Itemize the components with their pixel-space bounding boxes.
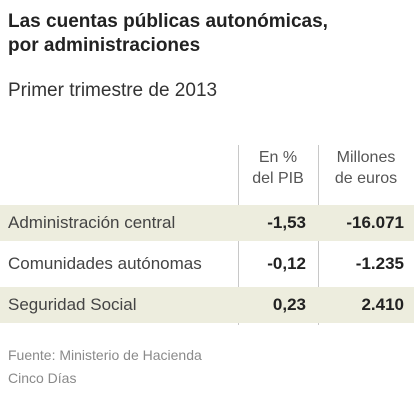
column-header-pct-pib: En % del PIB bbox=[238, 147, 318, 189]
table-row-comunidades-autonomas: Comunidades autónomas -0,12 -1.235 bbox=[0, 246, 414, 282]
column-header-millones-euros-line-2: de euros bbox=[334, 170, 398, 187]
title-line-1: Las cuentas públicas autonómicas, bbox=[8, 11, 328, 32]
publisher-credit: Cinco Días bbox=[8, 370, 77, 386]
cell-millones-euros: -16.071 bbox=[346, 213, 404, 232]
chart-title: Las cuentas públicas autonómicas, por ad… bbox=[8, 10, 408, 58]
column-header-millones-euros-line-1: Millones bbox=[336, 149, 396, 166]
cell-pct-pib: -0,12 bbox=[267, 254, 306, 273]
table-row-seguridad-social: Seguridad Social 0,23 2.410 bbox=[0, 287, 414, 323]
cell-pct-pib: -1,53 bbox=[267, 213, 306, 232]
row-label: Administración central bbox=[8, 213, 176, 232]
cell-millones-euros: -1.235 bbox=[355, 254, 404, 273]
title-line-2: por administraciones bbox=[8, 35, 201, 56]
cell-pct-pib: 0,23 bbox=[272, 295, 306, 314]
table-header: En % del PIB Millones de euros bbox=[0, 145, 414, 205]
row-label: Comunidades autónomas bbox=[8, 254, 202, 273]
column-header-pct-pib-line-1: En % bbox=[258, 149, 298, 166]
table-row-administracion-central: Administración central -1,53 -16.071 bbox=[0, 205, 414, 241]
column-header-pct-pib-line-2: del PIB bbox=[252, 170, 304, 187]
row-label: Seguridad Social bbox=[8, 295, 137, 314]
column-header-millones-euros: Millones de euros bbox=[318, 147, 414, 189]
chart-footer: Fuente: Ministerio de Hacienda Cinco Día… bbox=[8, 344, 202, 390]
source-note: Fuente: Ministerio de Hacienda bbox=[8, 347, 202, 363]
data-table: En % del PIB Millones de euros Administr… bbox=[0, 145, 414, 328]
chart-subtitle: Primer trimestre de 2013 bbox=[8, 80, 218, 101]
cell-millones-euros: 2.410 bbox=[361, 295, 404, 314]
